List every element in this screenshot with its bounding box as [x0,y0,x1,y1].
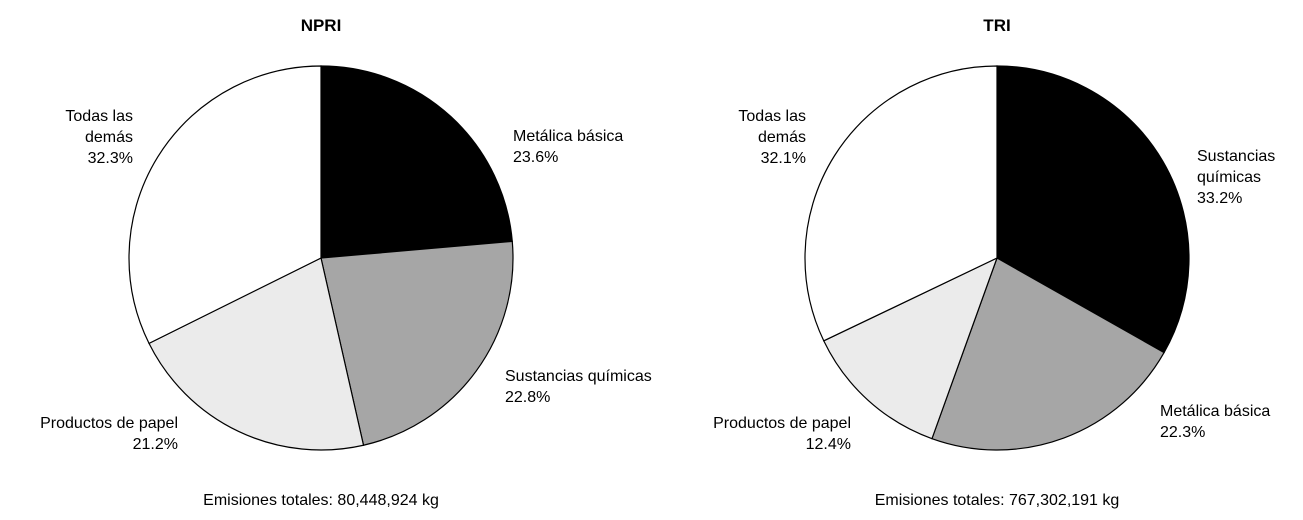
pie-slice [996,65,1190,354]
slice-value: 32.3% [87,150,133,167]
slice-name: Metálica básica [513,128,624,145]
chart-note: Emisiones totales: 80,448,924 kg [203,492,439,509]
slice-name: Productos de papel [40,415,178,432]
slice-value: 22.8% [505,389,551,406]
pie-slice [804,65,998,342]
slice-value: 21.2% [132,436,178,453]
chart-note: Emisiones totales: 767,302,191 kg [874,492,1120,509]
slice-label: Productos de papel 21.2% [0,413,178,455]
slice-label: Metálica básica 22.3% [1160,401,1303,443]
chart-title: TRI [983,16,1011,35]
slice-value: 32.1% [760,150,806,167]
pie-slice [822,256,999,440]
pie-slice [148,257,365,451]
slice-label: Metálica básica 23.6% [513,126,713,168]
slice-value: 12.4% [805,436,851,453]
slice-label: Sustancias químicas 22.8% [505,366,725,408]
pie-slice [931,257,1165,451]
slice-name: Sustancias químicas [505,368,652,385]
slice-value: 33.2% [1197,190,1243,207]
slice-label: Productos de papel 12.4% [651,413,851,455]
chart-title: NPRI [300,16,342,35]
pie-slice [320,240,514,446]
slice-name: Metálica básica [1160,403,1271,420]
pie-slice [320,65,513,259]
slice-label: Sustancias químicas 33.2% [1197,146,1292,209]
slice-name: Todas las demás [738,108,806,146]
slice-label: Todas las demás 32.3% [53,106,133,169]
slice-name: Todas las demás [65,108,133,146]
slice-name: Productos de papel [713,415,851,432]
slice-value: 22.3% [1160,424,1206,441]
slice-name: Sustancias químicas [1197,148,1276,186]
slice-value: 23.6% [513,149,559,166]
pie-slice [128,65,322,345]
slice-label: Todas las demás 32.1% [726,106,806,169]
